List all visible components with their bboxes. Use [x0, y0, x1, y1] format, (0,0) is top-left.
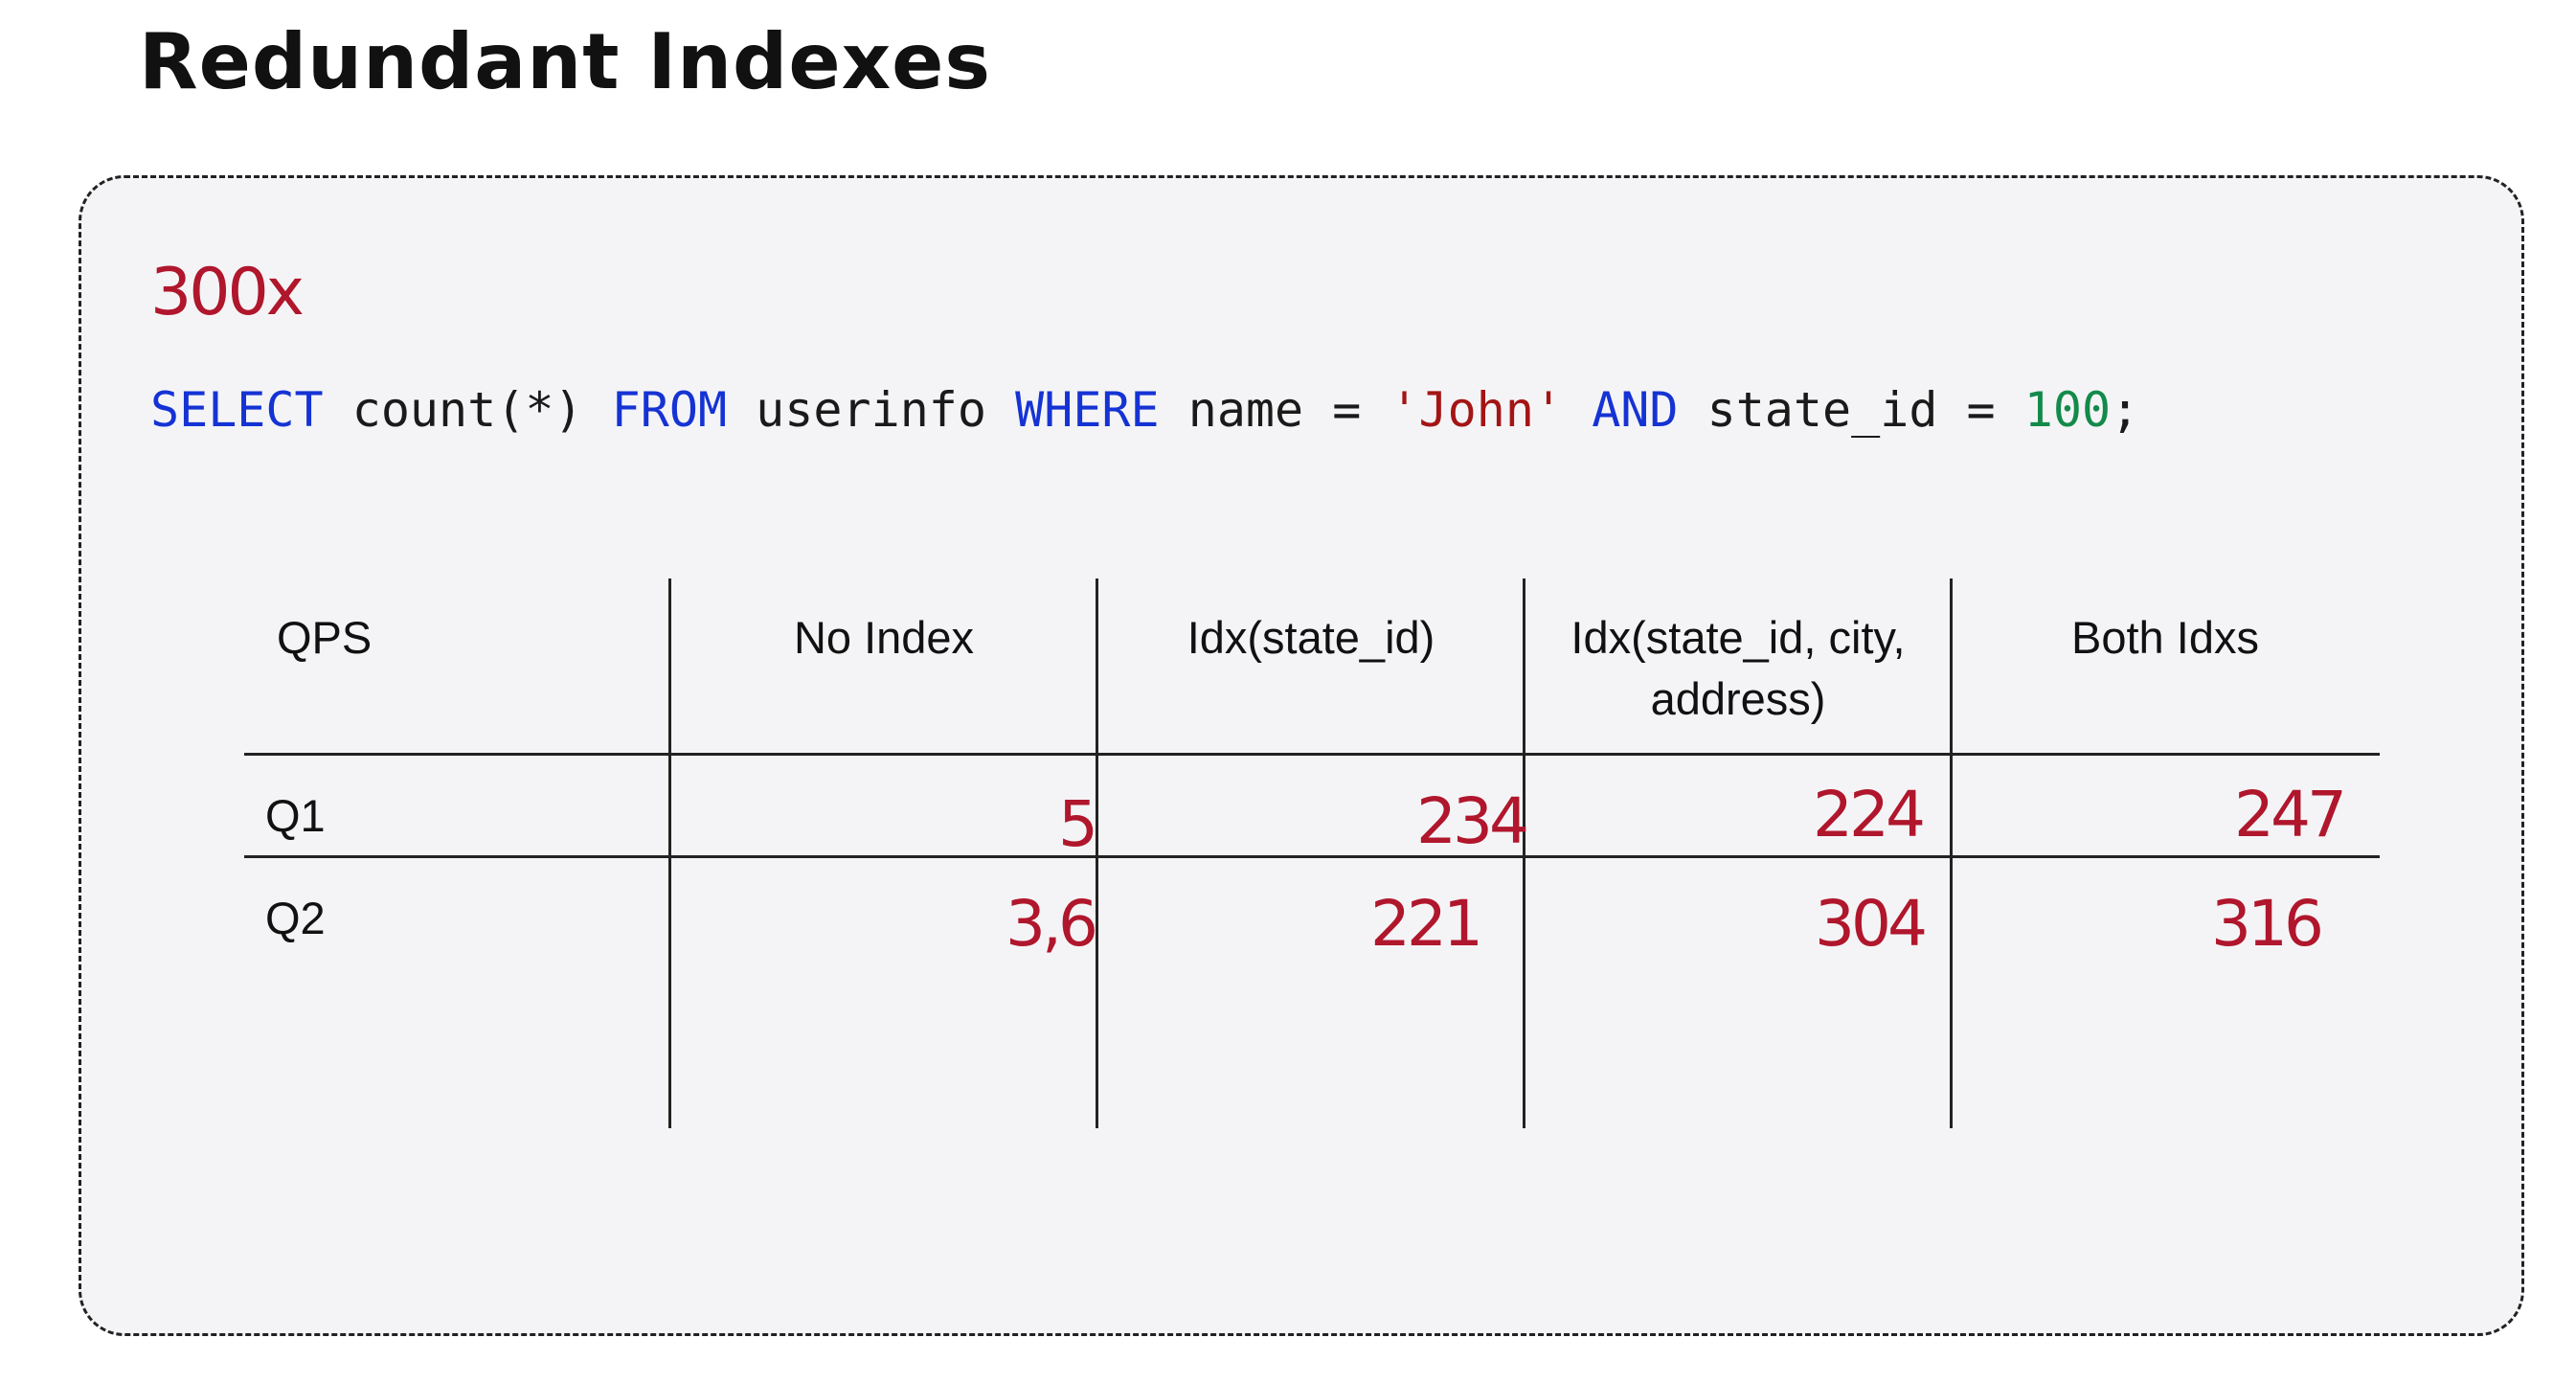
- content-panel: 300x SELECT count(*) FROM userinfo WHERE…: [79, 175, 2524, 1336]
- header-both-idxs: Both Idxs: [2071, 612, 2259, 663]
- slide-title: Redundant Indexes: [139, 17, 992, 106]
- row-rule: [244, 855, 2380, 858]
- header-no-index: No Index: [793, 612, 975, 663]
- sql-keyword-where: WHERE: [1015, 382, 1160, 438]
- qps-table: QPS No Index Idx(state_id) Idx(state_id,…: [244, 578, 2380, 1128]
- value-q2-idx-composite: 304: [1815, 887, 1928, 961]
- value-q1-no-index: 5: [1058, 787, 1098, 861]
- sql-keyword-from: FROM: [611, 382, 728, 438]
- header-idx-composite-line1: Idx(state_id, city,: [1570, 612, 1906, 663]
- row-label-q1: Q1: [265, 790, 326, 841]
- sql-keyword-and: AND: [1592, 382, 1679, 438]
- column-divider: [1950, 578, 1953, 1128]
- column-divider: [1523, 578, 1525, 1128]
- sql-text-space: [1563, 382, 1592, 438]
- sql-query: SELECT count(*) FROM userinfo WHERE name…: [150, 382, 2139, 438]
- speedup-annotation: 300x: [150, 255, 305, 330]
- sql-text-end: ;: [2111, 382, 2140, 438]
- sql-text-state: state_id =: [1678, 382, 2024, 438]
- header-idx-composite: Idx(state_id, city, address): [1525, 607, 1952, 730]
- header-idx-state-id: Idx(state_id): [1186, 612, 1435, 663]
- sql-text-count: count(*): [323, 382, 612, 438]
- header-qps: QPS: [277, 612, 373, 663]
- header-idx-composite-line2: address): [1650, 673, 1826, 724]
- value-q2-no-index: 3,6: [1006, 887, 1098, 961]
- value-q2-both-idxs: 316: [2211, 887, 2324, 961]
- column-divider: [1096, 578, 1098, 1128]
- sql-text-table: userinfo: [727, 382, 1016, 438]
- header-rule: [244, 753, 2380, 756]
- value-q1-both-idxs: 247: [2234, 778, 2347, 851]
- sql-string-john: 'John': [1390, 382, 1564, 438]
- sql-text-name: name =: [1159, 382, 1390, 438]
- value-q1-idx-state-id: 234: [1416, 784, 1529, 858]
- sql-keyword-select: SELECT: [150, 382, 324, 438]
- row-label-q2: Q2: [265, 893, 326, 943]
- sql-number-100: 100: [2023, 382, 2112, 438]
- column-divider: [668, 578, 671, 1128]
- value-q2-idx-state-id: 221: [1370, 887, 1483, 961]
- value-q1-idx-composite: 224: [1813, 778, 1926, 851]
